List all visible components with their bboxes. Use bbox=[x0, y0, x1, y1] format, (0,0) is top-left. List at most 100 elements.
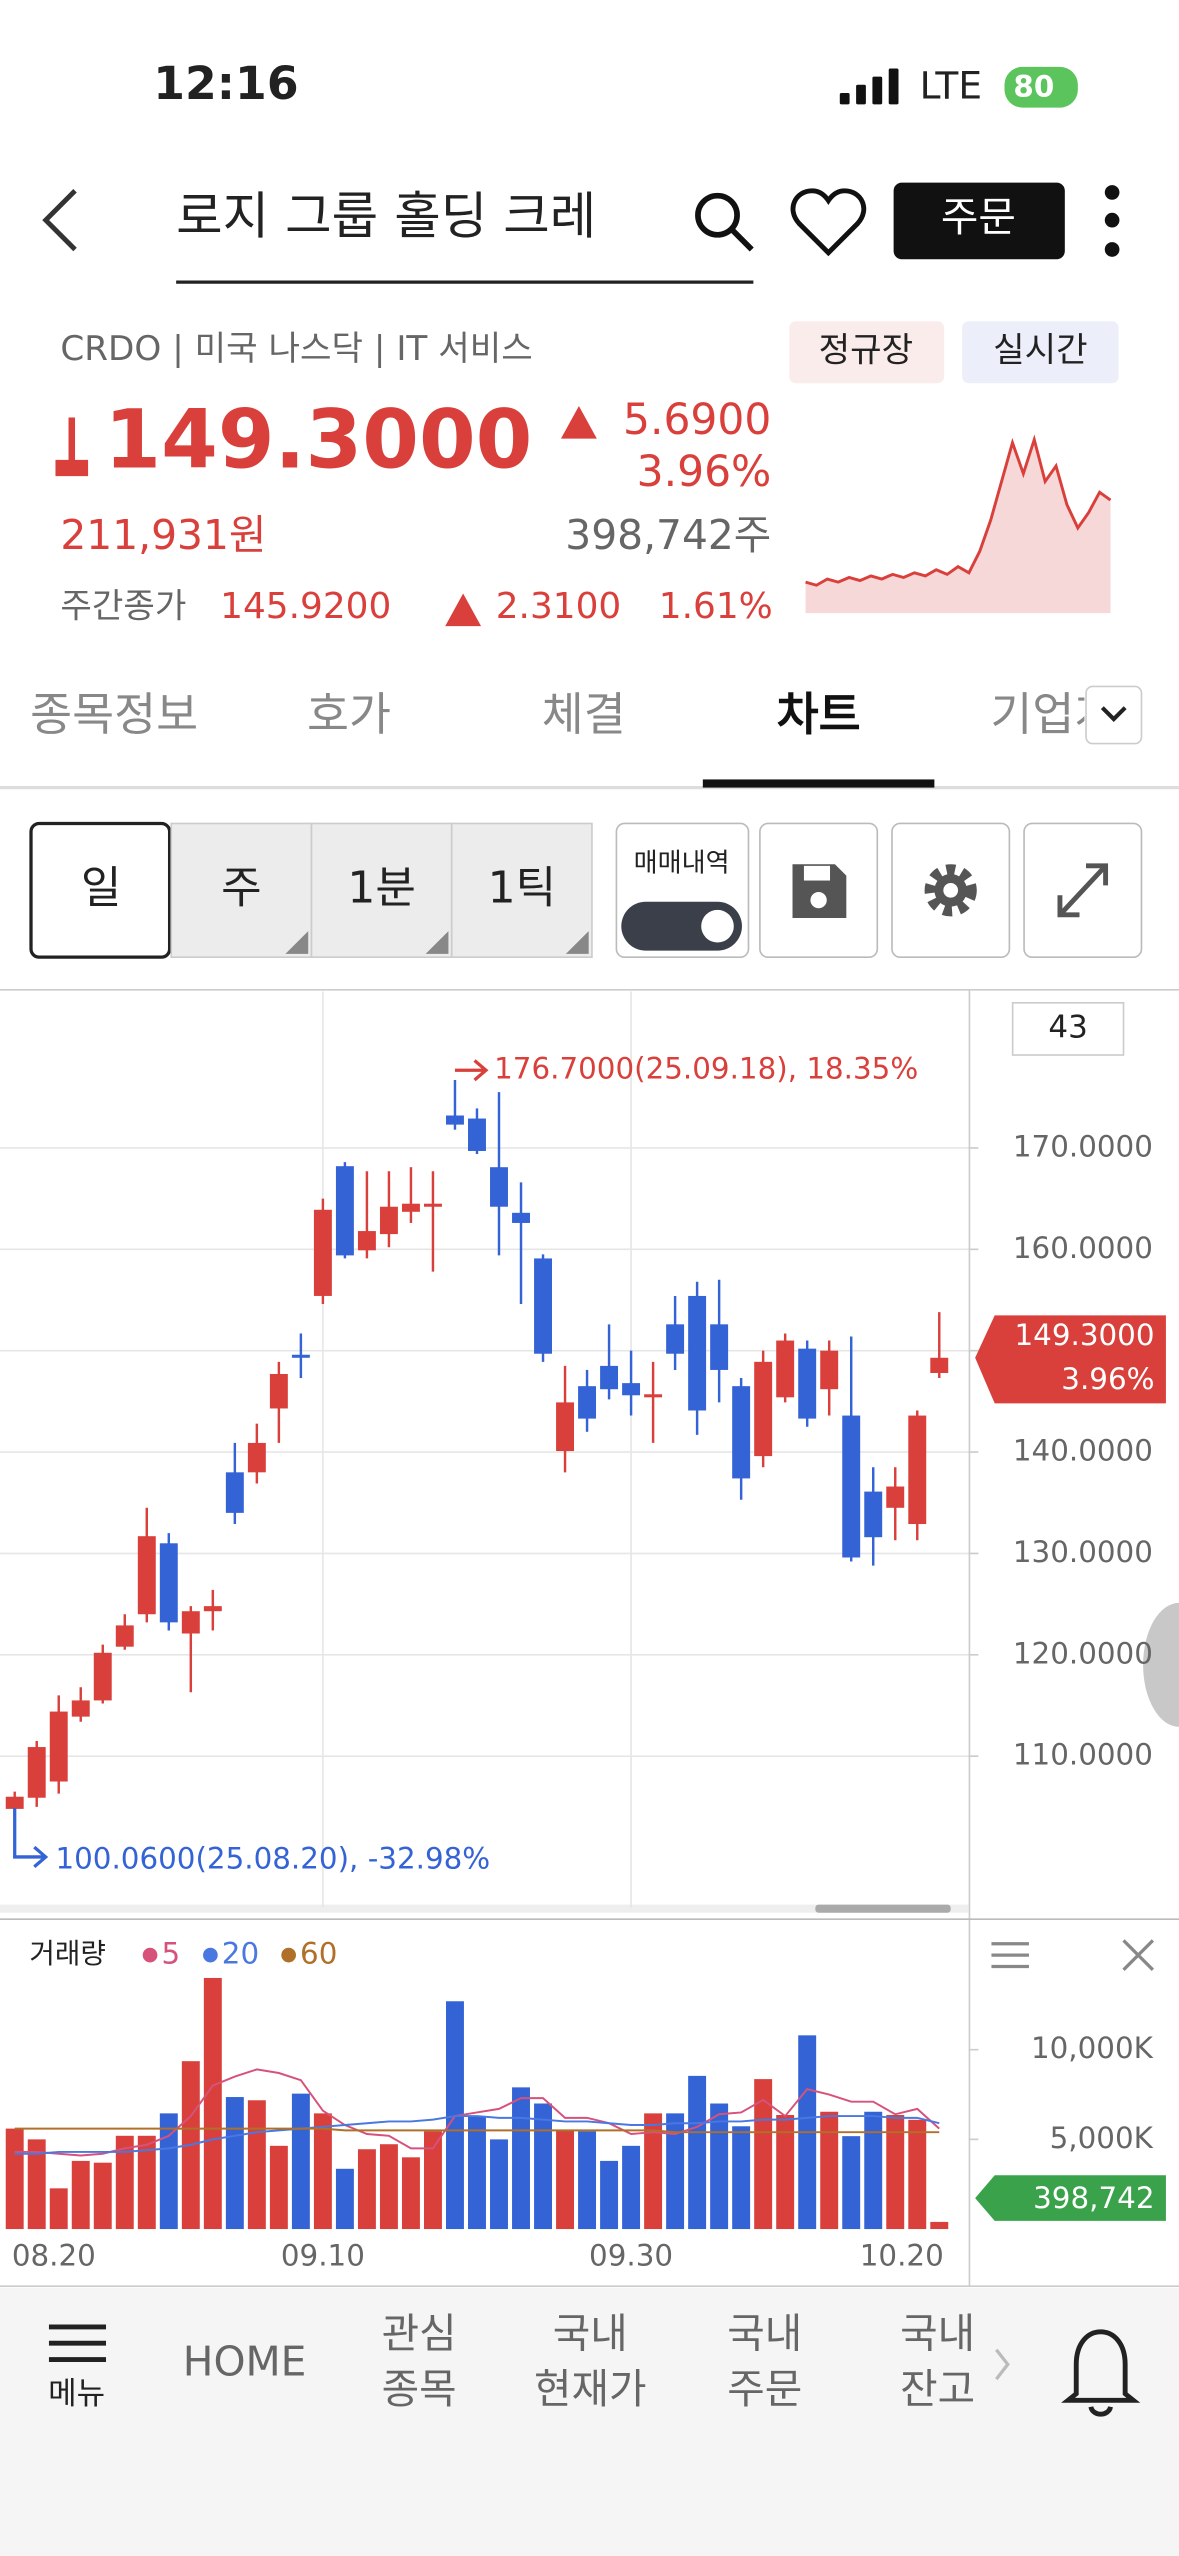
nav-scroll-hint bbox=[995, 2348, 1010, 2381]
volume-bar bbox=[269, 2145, 288, 2230]
nav-item[interactable]: 종목 bbox=[382, 2365, 457, 2413]
period-label[interactable]: 1틱 bbox=[488, 862, 557, 913]
nav-item[interactable]: 국내 bbox=[727, 2310, 802, 2358]
nav-item[interactable]: 메뉴 bbox=[48, 2376, 105, 2412]
volume-tag bbox=[975, 2175, 1166, 2221]
dropdown-corner bbox=[285, 931, 309, 954]
side-handle[interactable] bbox=[1143, 1602, 1179, 1727]
back-button[interactable] bbox=[42, 189, 77, 252]
tab[interactable]: 체결 bbox=[542, 688, 626, 741]
nav-item[interactable]: 국내 bbox=[900, 2310, 975, 2358]
after-label: 주간종가 bbox=[60, 587, 186, 627]
bottom-nav bbox=[0, 2287, 1179, 2556]
volume-bar bbox=[423, 2131, 442, 2230]
price-indicator bbox=[55, 417, 89, 477]
volume-bar bbox=[27, 2139, 46, 2230]
badge-label: 실시간 bbox=[993, 331, 1088, 371]
period-button[interactable] bbox=[450, 822, 593, 958]
candle-body bbox=[754, 1361, 773, 1457]
candle-body bbox=[446, 1115, 464, 1125]
nav-item[interactable]: 잔고 bbox=[900, 2365, 975, 2413]
candle-body bbox=[115, 1625, 134, 1647]
y-tick-label: 160.0000 bbox=[1013, 1231, 1153, 1265]
status-time: 12:16 bbox=[153, 57, 298, 110]
battery bbox=[1004, 66, 1078, 108]
volume-bar bbox=[710, 2103, 729, 2230]
nav-item[interactable]: 현재가 bbox=[534, 2365, 646, 2413]
min-annotation: 100.0600(25.08.20), -32.98% bbox=[55, 1842, 490, 1876]
tab-bar: 종목정보 호가 체결 차트 기업개 bbox=[30, 688, 1116, 741]
change-pct: 3.96% bbox=[637, 447, 772, 496]
pane-menu-icon[interactable] bbox=[991, 1942, 1029, 1969]
volume-bar bbox=[600, 2160, 619, 2230]
badge bbox=[789, 321, 945, 384]
toggle-knob bbox=[701, 909, 734, 943]
period-button[interactable] bbox=[310, 822, 453, 958]
tab[interactable]: 차트 bbox=[777, 688, 861, 741]
candle-body bbox=[71, 1700, 90, 1717]
menu-icon[interactable] bbox=[48, 2324, 107, 2362]
scrollbar-thumb[interactable] bbox=[815, 1904, 951, 1913]
volume-bar bbox=[357, 2149, 376, 2230]
trade-history-label: 매매내역 bbox=[634, 849, 730, 879]
order-button[interactable] bbox=[893, 182, 1065, 260]
candle-body bbox=[776, 1340, 795, 1398]
period-label[interactable]: 일 bbox=[81, 862, 121, 913]
nav-item[interactable]: HOME bbox=[183, 2337, 307, 2385]
pane-close-icon[interactable] bbox=[1122, 1939, 1155, 1971]
volume-bar bbox=[842, 2136, 861, 2230]
volume-bar bbox=[137, 2135, 156, 2230]
sparkline bbox=[805, 434, 1112, 587]
count-box bbox=[1011, 1002, 1125, 1056]
candle-body bbox=[886, 1486, 905, 1508]
more-icon[interactable] bbox=[1104, 185, 1120, 257]
volume-bar bbox=[203, 1977, 222, 2230]
nav-item[interactable]: 관심 bbox=[382, 2310, 457, 2358]
tab[interactable]: 기업개 bbox=[990, 688, 1116, 741]
volume-bar bbox=[335, 2168, 354, 2230]
tab[interactable]: 종목정보 bbox=[30, 688, 198, 741]
search-text[interactable]: 로지 그룹 홀딩 크레 bbox=[176, 187, 596, 246]
candle-body bbox=[181, 1611, 200, 1634]
candle-body bbox=[357, 1231, 376, 1251]
save-icon-detail bbox=[810, 891, 827, 909]
candle-body bbox=[534, 1258, 552, 1354]
x-tick-label: 09.10 bbox=[281, 2238, 365, 2272]
volume-bar bbox=[512, 2087, 530, 2230]
nav-item[interactable]: 주문 bbox=[727, 2365, 802, 2413]
period-label[interactable]: 1분 bbox=[347, 862, 415, 913]
volume-bar bbox=[468, 2116, 486, 2230]
legend-dot bbox=[281, 1947, 296, 1963]
candle-body bbox=[379, 1206, 398, 1235]
volume-title: 거래량 bbox=[29, 1937, 106, 1970]
nav-item[interactable]: 국내 bbox=[553, 2310, 628, 2358]
battery-label: 80 bbox=[1013, 70, 1054, 104]
x-tick-label: 08.20 bbox=[12, 2238, 96, 2272]
candle-body bbox=[578, 1386, 597, 1419]
after-change: 2.3100 bbox=[496, 586, 621, 627]
period-label[interactable]: 주 bbox=[221, 862, 261, 913]
volume-bar bbox=[313, 2113, 332, 2230]
candle-body bbox=[291, 1354, 310, 1358]
tab-more-button[interactable] bbox=[1085, 685, 1143, 745]
period-button[interactable] bbox=[170, 822, 313, 958]
legend-dot bbox=[142, 1947, 158, 1963]
candle-body bbox=[864, 1491, 883, 1538]
notification-icon[interactable] bbox=[1061, 2329, 1141, 2417]
volume-bar bbox=[908, 2119, 927, 2230]
after-price: 145.9200 bbox=[220, 586, 391, 627]
count-label: 43 bbox=[1048, 1009, 1087, 1045]
search-icon[interactable] bbox=[695, 192, 754, 252]
moving-average-line bbox=[14, 2127, 940, 2134]
order-button-label[interactable]: 주문 bbox=[941, 193, 1016, 241]
period-button[interactable] bbox=[29, 821, 172, 959]
candle-body bbox=[203, 1606, 222, 1612]
badge bbox=[962, 321, 1119, 384]
volume-bar bbox=[578, 2131, 597, 2230]
favorite-icon[interactable] bbox=[790, 188, 867, 257]
tab[interactable]: 호가 bbox=[307, 688, 391, 741]
x-tick-label: 10.20 bbox=[860, 2238, 944, 2272]
legend-dot bbox=[203, 1947, 218, 1963]
candle-body bbox=[423, 1203, 442, 1207]
